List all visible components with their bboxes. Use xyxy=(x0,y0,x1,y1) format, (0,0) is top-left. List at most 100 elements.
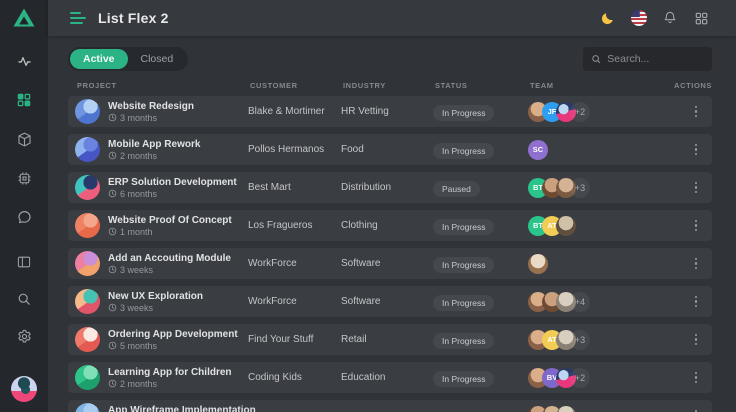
project-icon xyxy=(75,175,100,200)
menu-hamburger-icon[interactable] xyxy=(70,12,86,24)
tab-closed[interactable]: Closed xyxy=(140,53,174,65)
team-member-avatar xyxy=(556,101,576,122)
row-actions-menu[interactable] xyxy=(691,254,702,274)
row-actions-menu[interactable] xyxy=(691,368,702,388)
industry-cell: Clothing xyxy=(341,220,378,231)
row-actions-menu[interactable] xyxy=(691,178,702,198)
table-row[interactable]: Learning App for Children 2 months Codin… xyxy=(68,362,712,393)
project-duration-text: 6 months xyxy=(120,188,158,199)
industry-cell: Distribution xyxy=(341,182,392,193)
project-duration: 2 months xyxy=(108,379,232,389)
chat-icon[interactable] xyxy=(15,208,33,226)
team-extra-count: +2 xyxy=(570,101,590,122)
row-actions-menu[interactable] xyxy=(691,292,702,312)
search-icon[interactable] xyxy=(15,290,33,308)
project-duration: 3 months xyxy=(108,113,194,123)
table-row[interactable]: Add an Accouting Module 3 weeks WorkForc… xyxy=(68,248,712,279)
project-name: Learning App for Children xyxy=(108,366,232,378)
dark-mode-moon-icon[interactable] xyxy=(599,9,617,27)
row-actions-menu[interactable] xyxy=(691,330,702,350)
table-row[interactable]: New UX Exploration 3 weeks WorkForce Sof… xyxy=(68,286,712,317)
project-name: Mobile App Rework xyxy=(108,138,201,150)
team-member-avatar xyxy=(556,405,576,412)
project-icon xyxy=(75,403,100,412)
team-extra-count: +3 xyxy=(570,329,590,350)
team-member-avatar xyxy=(556,329,576,350)
customer-cell: Los Fragueros xyxy=(248,220,313,231)
table-row[interactable]: Website Redesign 3 months Blake & Mortim… xyxy=(68,96,712,127)
industry-cell: Food xyxy=(341,144,364,155)
projects-grid-icon[interactable] xyxy=(15,91,33,109)
row-actions-menu[interactable] xyxy=(691,406,702,412)
customer-cell: Blake & Mortimer xyxy=(248,106,325,117)
project-icon xyxy=(75,365,100,390)
chip-icon[interactable] xyxy=(15,169,33,187)
project-name: Ordering App Development xyxy=(108,328,238,340)
team-member-avatar xyxy=(528,253,548,274)
table-row[interactable]: Website Proof Of Concept 1 month Los Fra… xyxy=(68,210,712,241)
sidebar xyxy=(0,0,48,412)
language-us-flag-icon[interactable] xyxy=(630,9,648,27)
team-cell: +4 xyxy=(528,291,680,312)
team-cell: AT +3 xyxy=(528,329,680,350)
customer-cell: Pollos Hermanos xyxy=(248,144,325,155)
team-member-avatar xyxy=(556,291,576,312)
sidebar-bottom-nav xyxy=(11,253,37,402)
project-duration: 1 month xyxy=(108,227,232,237)
user-profile-avatar[interactable] xyxy=(11,376,37,402)
table-row[interactable]: App Wireframe Implementation xyxy=(68,400,712,412)
team-member-avatar xyxy=(542,405,562,412)
industry-cell: Retail xyxy=(341,334,367,345)
table-row[interactable]: ERP Solution Development 6 months Best M… xyxy=(68,172,712,203)
search-box[interactable] xyxy=(583,47,712,71)
row-actions-menu[interactable] xyxy=(691,216,702,236)
filter-controls: Active Closed xyxy=(68,47,712,71)
table-row[interactable]: Ordering App Development 5 months Find Y… xyxy=(68,324,712,355)
project-name: Website Proof Of Concept xyxy=(108,214,232,226)
layout-panel-icon[interactable] xyxy=(15,253,33,271)
tab-active[interactable]: Active xyxy=(70,49,128,69)
app-launcher-grid-icon[interactable] xyxy=(692,9,710,27)
project-duration-text: 5 months xyxy=(120,340,158,351)
search-input-icon xyxy=(592,55,601,64)
clock-icon xyxy=(108,265,117,274)
col-industry: Industry xyxy=(343,81,386,90)
project-duration-text: 2 months xyxy=(120,150,158,161)
notifications-bell-icon[interactable] xyxy=(661,9,679,27)
clock-icon xyxy=(108,227,117,236)
page-title: List Flex 2 xyxy=(98,10,169,26)
customer-cell: WorkForce xyxy=(248,258,297,269)
project-duration-text: 2 months xyxy=(120,378,158,389)
project-duration-text: 3 weeks xyxy=(120,302,154,313)
table-row[interactable]: Mobile App Rework 2 months Pollos Herman… xyxy=(68,134,712,165)
status-badge: In Progress xyxy=(433,218,495,235)
project-icon xyxy=(75,99,100,124)
team-cell xyxy=(528,253,680,274)
project-name: Add an Accouting Module xyxy=(108,252,231,264)
team-cell: JF +2 xyxy=(528,101,680,122)
row-actions-menu[interactable] xyxy=(691,140,702,160)
customer-cell: Find Your Stuff xyxy=(248,334,314,345)
table-header-row: Project Customer Industry Status Team Ac… xyxy=(68,71,712,96)
row-actions-menu[interactable] xyxy=(691,102,702,122)
team-cell xyxy=(528,405,680,412)
col-project: Project xyxy=(77,81,117,90)
industry-cell: HR Vetting xyxy=(341,106,389,117)
search-input[interactable] xyxy=(607,53,704,65)
team-member-avatar xyxy=(556,215,576,236)
team-extra-count: +4 xyxy=(570,291,590,312)
customer-cell: Best Mart xyxy=(248,182,291,193)
project-duration: 3 weeks xyxy=(108,303,203,313)
status-badge: In Progress xyxy=(433,294,495,311)
team-member-avatar xyxy=(528,405,548,412)
project-icon xyxy=(75,213,100,238)
table-body: Website Redesign 3 months Blake & Mortim… xyxy=(68,96,712,412)
package-icon[interactable] xyxy=(15,130,33,148)
customer-cell: Coding Kids xyxy=(248,372,302,383)
top-header-bar: List Flex 2 xyxy=(48,0,736,36)
clock-icon xyxy=(108,379,117,388)
activity-icon[interactable] xyxy=(15,52,33,70)
settings-gear-icon[interactable] xyxy=(15,327,33,345)
project-duration-text: 3 months xyxy=(120,112,158,123)
